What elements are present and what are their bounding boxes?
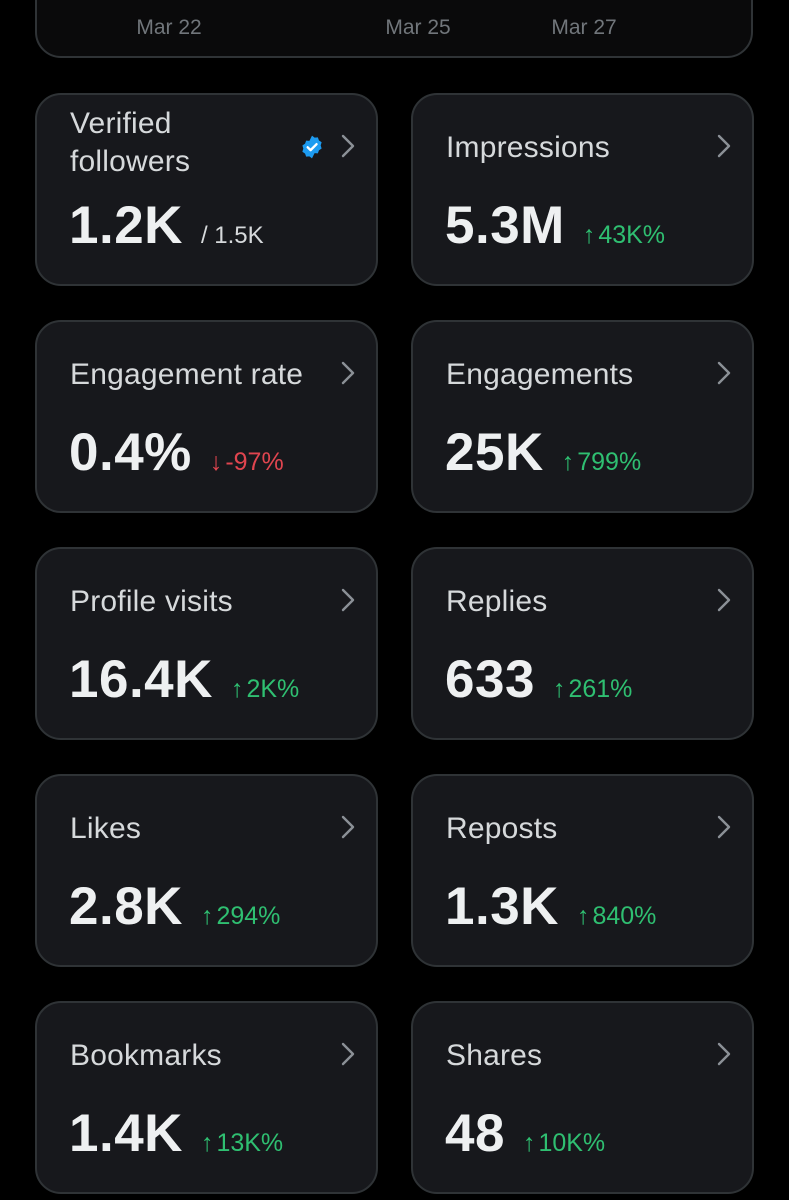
arrow-up-icon: ↑ — [582, 221, 596, 249]
chevron-right-icon[interactable] — [336, 814, 360, 840]
chevron-right-icon[interactable] — [336, 1041, 360, 1067]
metric-value-row: 1.2K / 1.5K — [69, 195, 264, 256]
metric-change-value: 294% — [216, 902, 281, 930]
arrow-up-icon: ↑ — [576, 902, 590, 930]
chevron-right-icon[interactable] — [336, 133, 360, 159]
metric-card-bookmarks[interactable]: Bookmarks 1.4K ↑ 13K% — [35, 1001, 378, 1194]
metric-title: Profile visits — [70, 585, 233, 618]
metric-change-value: 43K% — [598, 221, 666, 249]
metric-change-value: 799% — [577, 448, 642, 476]
chart-x-tick: Mar 25 — [385, 16, 451, 39]
arrow-up-icon: ↑ — [200, 902, 214, 930]
metric-card-replies[interactable]: Replies 633 ↑ 261% — [411, 547, 754, 740]
metric-card-shares[interactable]: Shares 48 ↑ 10K% — [411, 1001, 754, 1194]
metric-change: ↑ 13K% — [201, 1129, 283, 1158]
metric-value-row: 633 ↑ 261% — [445, 649, 632, 710]
metric-value: 25K — [445, 423, 544, 482]
chevron-right-icon[interactable] — [336, 360, 360, 386]
chevron-right-icon[interactable] — [712, 133, 736, 159]
metric-value: 633 — [445, 650, 535, 709]
metric-change-value: 2K% — [246, 675, 300, 703]
metric-change: ↑ 10K% — [523, 1129, 605, 1158]
metric-value-row: 48 ↑ 10K% — [445, 1103, 605, 1164]
metric-total: / 1.5K — [200, 222, 264, 249]
metric-card-engagements[interactable]: Engagements 25K ↑ 799% — [411, 320, 754, 513]
metric-value: 1.4K — [69, 1104, 183, 1163]
chevron-right-icon[interactable] — [712, 360, 736, 386]
metric-change-value: 261% — [568, 675, 633, 703]
metric-title: Shares — [446, 1039, 543, 1072]
metric-value-row: 25K ↑ 799% — [445, 422, 641, 483]
chevron-right-icon[interactable] — [712, 1041, 736, 1067]
metric-value-row: 1.3K ↑ 840% — [445, 876, 656, 937]
metric-card-engagement-rate[interactable]: Engagement rate 0.4% ↓ -97% — [35, 320, 378, 513]
metric-title: Likes — [70, 812, 142, 845]
metric-title: Impressions — [446, 131, 610, 164]
metric-card-reposts[interactable]: Reposts 1.3K ↑ 840% — [411, 774, 754, 967]
metric-value: 1.2K — [69, 196, 183, 255]
metric-value: 48 — [445, 1104, 505, 1163]
metrics-grid: Verified followers 1.2K / 1.5K Impressio… — [35, 93, 754, 1194]
chevron-right-icon[interactable] — [712, 587, 736, 613]
metric-title: Replies — [446, 585, 548, 618]
metric-value: 1.3K — [445, 877, 559, 936]
chart-x-tick: Mar 27 — [551, 16, 617, 39]
metric-title: Verified followers — [70, 107, 191, 178]
metric-value: 0.4% — [69, 423, 192, 482]
metric-value: 16.4K — [69, 650, 213, 709]
chart-card: Mar 22 Mar 25 Mar 27 — [35, 0, 753, 58]
metric-change: ↑ 2K% — [231, 675, 299, 704]
metric-change: ↑ 799% — [562, 448, 641, 477]
metric-value-row: 16.4K ↑ 2K% — [69, 649, 299, 710]
metric-title: Bookmarks — [70, 1039, 222, 1072]
chart-x-tick: Mar 22 — [136, 16, 202, 39]
metric-value-row: 1.4K ↑ 13K% — [69, 1103, 283, 1164]
metric-title: Engagement rate — [70, 358, 304, 391]
metric-value: 5.3M — [445, 196, 565, 255]
metric-card-profile-visits[interactable]: Profile visits 16.4K ↑ 2K% — [35, 547, 378, 740]
arrow-up-icon: ↑ — [200, 1129, 214, 1157]
metric-change: ↑ 294% — [201, 902, 280, 931]
arrow-up-icon: ↑ — [561, 448, 575, 476]
metric-change-value: 10K% — [538, 1129, 606, 1157]
metric-title: Reposts — [446, 812, 558, 845]
arrow-down-icon: ↓ — [209, 448, 223, 476]
chevron-right-icon[interactable] — [336, 587, 360, 613]
verified-badge-icon — [299, 134, 325, 160]
metric-value: 2.8K — [69, 877, 183, 936]
metric-card-likes[interactable]: Likes 2.8K ↑ 294% — [35, 774, 378, 967]
metric-value-row: 0.4% ↓ -97% — [69, 422, 284, 483]
metric-card-impressions[interactable]: Impressions 5.3M ↑ 43K% — [411, 93, 754, 286]
arrow-up-icon: ↑ — [230, 675, 244, 703]
metric-change-value: 13K% — [216, 1129, 284, 1157]
metric-value-row: 5.3M ↑ 43K% — [445, 195, 665, 256]
metric-change: ↓ -97% — [210, 448, 284, 477]
metric-change-value: 840% — [592, 902, 657, 930]
arrow-up-icon: ↑ — [552, 675, 566, 703]
chevron-right-icon[interactable] — [712, 814, 736, 840]
arrow-up-icon: ↑ — [522, 1129, 536, 1157]
metric-title: Engagements — [446, 358, 634, 391]
metric-change: ↑ 43K% — [583, 221, 665, 250]
metric-change: ↑ 261% — [553, 675, 632, 704]
metric-value-row: 2.8K ↑ 294% — [69, 876, 280, 937]
metric-change-value: -97% — [225, 448, 284, 476]
metric-change: ↑ 840% — [577, 902, 656, 931]
metric-card-verified-followers[interactable]: Verified followers 1.2K / 1.5K — [35, 93, 378, 286]
